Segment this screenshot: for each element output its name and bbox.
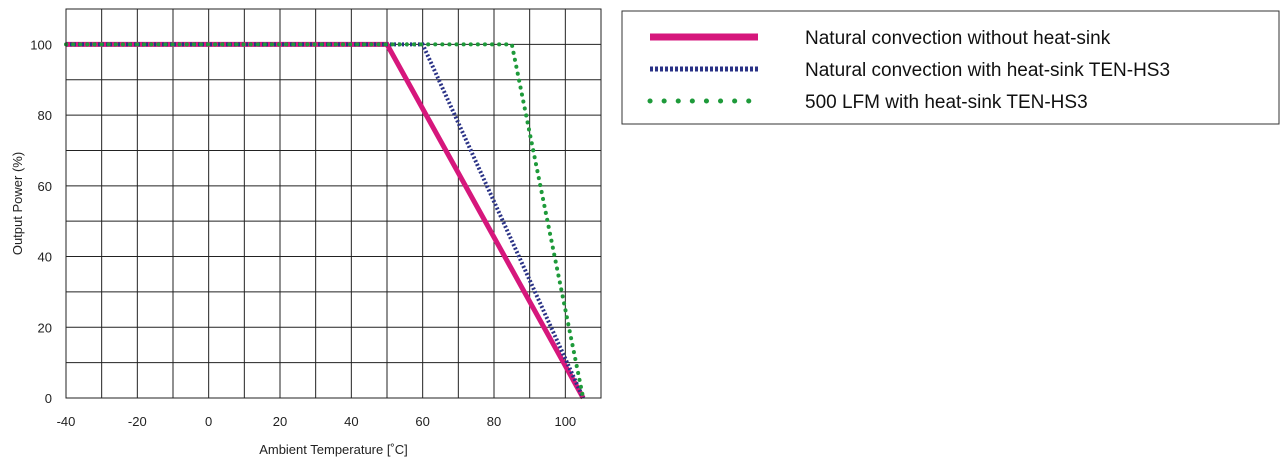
- x-tick-label: -20: [128, 414, 147, 429]
- legend-label-1: Natural convection without heat-sink: [805, 28, 1111, 49]
- chart-grid: [66, 9, 601, 398]
- series-line-3: [64, 42, 586, 400]
- y-tick-label: 60: [38, 179, 52, 194]
- legend-label-2: Natural convection with heat-sink TEN-HS…: [805, 60, 1170, 81]
- x-tick-label: 60: [415, 414, 429, 429]
- y-tick-label: 0: [45, 391, 52, 406]
- chart-series: [64, 41, 586, 400]
- x-axis-label: Ambient Temperature [˚C]: [259, 442, 408, 457]
- y-tick-label: 40: [38, 250, 52, 265]
- x-tick-label: 20: [273, 414, 287, 429]
- legend-label-3: 500 LFM with heat-sink TEN-HS3: [805, 92, 1088, 113]
- y-tick-label: 20: [38, 320, 52, 335]
- plot-frame: [65, 8, 602, 399]
- y-axis-label: Output Power (%): [10, 152, 25, 255]
- legend: Natural convection without heat-sink Natu…: [621, 10, 1280, 125]
- x-tick-label: 100: [554, 414, 576, 429]
- y-tick-label: 80: [38, 108, 52, 123]
- y-tick-label: 100: [30, 37, 52, 52]
- x-tick-label: 40: [344, 414, 358, 429]
- x-tick-label: 80: [487, 414, 501, 429]
- y-tick-labels: 0 20 40 60 80 100: [30, 37, 52, 406]
- x-tick-label: -40: [57, 414, 76, 429]
- x-tick-labels: -40 -20 0 20 40 60 80 100: [57, 414, 577, 429]
- x-tick-label: 0: [205, 414, 212, 429]
